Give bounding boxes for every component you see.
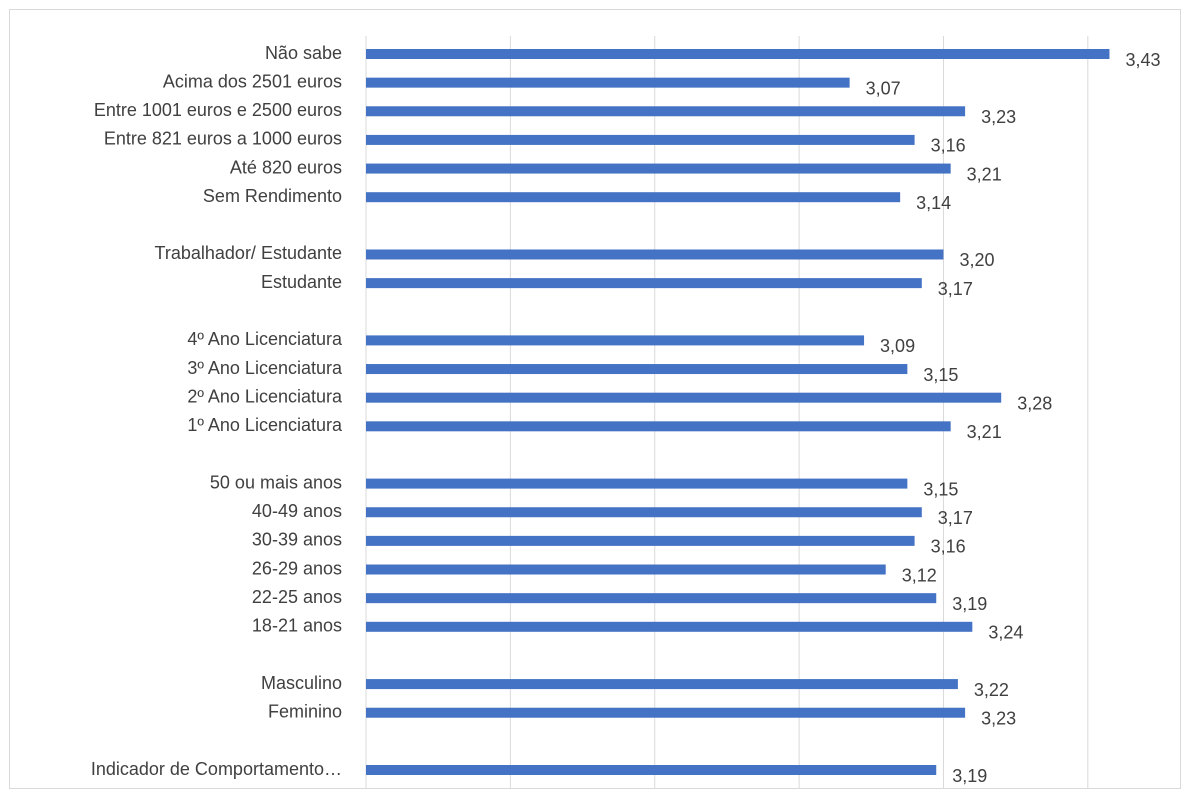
bar [366, 249, 944, 260]
data-label: 3,14 [916, 193, 951, 213]
gridlines [365, 36, 1089, 788]
data-label: 3,19 [952, 766, 987, 786]
bar [366, 163, 951, 174]
bar [366, 106, 966, 117]
bar [366, 765, 937, 775]
data-label: 3,17 [938, 279, 973, 299]
data-label: 3,24 [988, 623, 1023, 643]
data-label: 3,12 [902, 565, 937, 585]
category-label: 40-49 anos [252, 501, 342, 521]
category-label: Entre 821 euros a 1000 euros [104, 129, 342, 149]
data-label: 3,15 [923, 365, 958, 385]
bar [366, 421, 951, 432]
category-label: Feminino [268, 701, 342, 721]
data-label: 3,16 [931, 537, 966, 557]
data-label: 3,15 [923, 479, 958, 499]
category-label: 4º Ano Licenciatura [187, 329, 343, 349]
category-label: Entre 1001 euros e 2500 euros [94, 100, 342, 120]
data-label: 3,28 [1017, 393, 1052, 413]
category-label: Masculino [261, 673, 342, 693]
category-label: 22-25 anos [252, 587, 342, 607]
data-label: 3,22 [974, 680, 1009, 700]
bar [366, 593, 937, 604]
data-label: 3,43 [1125, 50, 1160, 70]
bar [366, 278, 922, 289]
category-label: 3º Ano Licenciatura [187, 358, 343, 378]
category-label: Acima dos 2501 euros [163, 71, 342, 91]
data-label: 3,09 [880, 336, 915, 356]
bar [366, 49, 1110, 59]
bar [366, 535, 915, 546]
bar [366, 707, 966, 718]
data-label: 3,23 [981, 708, 1016, 728]
data-label: 3,21 [967, 164, 1002, 184]
data-label: 3,23 [981, 107, 1016, 127]
bars [366, 49, 1110, 775]
category-label: Indicador de Comportamento… [91, 759, 342, 779]
bar [366, 364, 908, 375]
data-label: 3,19 [952, 594, 987, 614]
category-label: 1º Ano Licenciatura [187, 415, 343, 435]
category-label: 2º Ano Licenciatura [187, 386, 343, 406]
bar-chart: Não sabe Acima dos 2501 euros Entre 1001 e… [91, 36, 1161, 788]
category-label: 50 ou mais anos [210, 472, 342, 492]
category-label: Sem Rendimento [203, 186, 342, 206]
bar [366, 478, 908, 489]
category-label: Até 820 euros [230, 157, 342, 177]
data-label: 3,20 [959, 250, 994, 270]
category-label: Trabalhador/ Estudante [155, 243, 342, 263]
bar [366, 621, 973, 632]
bar [366, 392, 1002, 403]
category-label: Estudante [261, 272, 342, 292]
data-label: 3,16 [931, 136, 966, 156]
bar [366, 192, 901, 203]
category-label: 30-39 anos [252, 530, 342, 550]
bar [366, 335, 865, 346]
bar [366, 564, 886, 575]
data-label: 3,07 [866, 78, 901, 98]
category-label: Não sabe [265, 43, 342, 63]
chart-frame: Não sabe Acima dos 2501 euros Entre 1001 e… [9, 9, 1181, 789]
bar [366, 77, 850, 88]
data-label: 3,21 [967, 422, 1002, 442]
bar [366, 134, 915, 145]
category-labels: Não sabe Acima dos 2501 euros Entre 1001 e… [91, 43, 343, 779]
bar [366, 507, 922, 518]
data-labels: 3,433,073,233,163,213,143,203,173,093,15… [866, 50, 1161, 786]
bar [366, 679, 958, 690]
category-label: 18-21 anos [252, 616, 342, 636]
category-label: 26-29 anos [252, 558, 342, 578]
data-label: 3,17 [938, 508, 973, 528]
